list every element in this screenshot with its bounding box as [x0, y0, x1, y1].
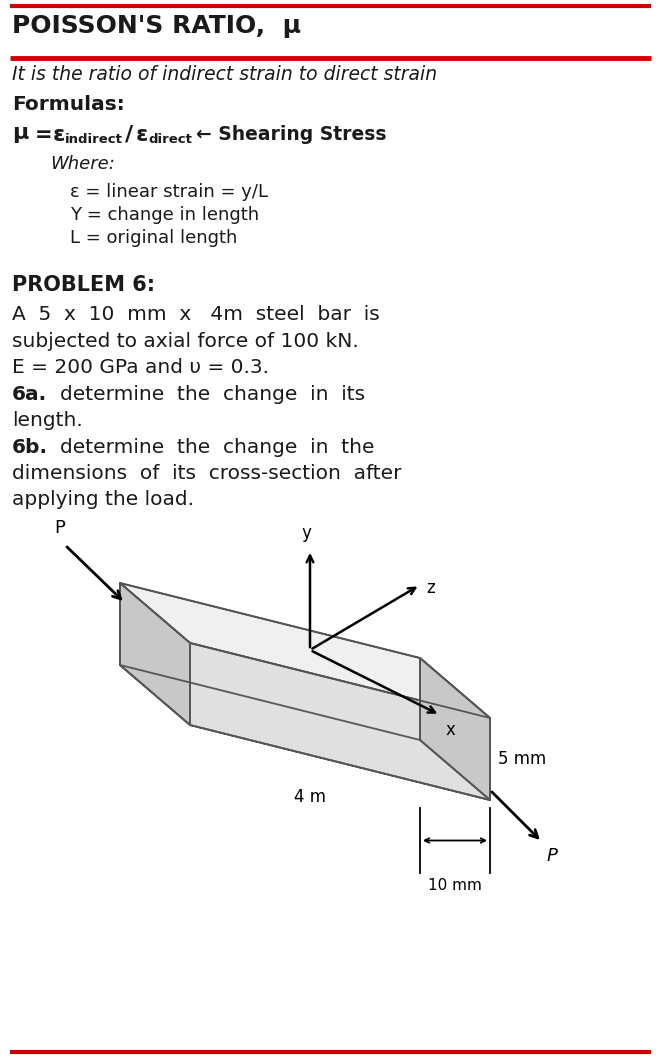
- Text: E = 200 GPa and υ = 0.3.: E = 200 GPa and υ = 0.3.: [12, 358, 269, 377]
- Text: 4 m: 4 m: [294, 788, 326, 806]
- Text: $\mathbf{\varepsilon}$: $\mathbf{\varepsilon}$: [52, 125, 65, 145]
- Text: length.: length.: [12, 411, 83, 430]
- Text: z: z: [426, 579, 435, 597]
- Text: It is the ratio of indirect strain to direct strain: It is the ratio of indirect strain to di…: [12, 65, 437, 84]
- Text: POISSON'S RATIO,  μ: POISSON'S RATIO, μ: [12, 14, 301, 38]
- Text: y: y: [301, 524, 311, 542]
- Text: ε = linear strain = y/L: ε = linear strain = y/L: [70, 183, 268, 201]
- Polygon shape: [120, 665, 490, 800]
- Text: indirect: indirect: [65, 132, 123, 146]
- Polygon shape: [120, 583, 190, 725]
- Text: =: =: [35, 125, 53, 145]
- Text: P: P: [547, 847, 558, 865]
- Text: Where:: Where:: [50, 155, 115, 173]
- Text: $\mathbf{\varepsilon}$: $\mathbf{\varepsilon}$: [135, 125, 148, 145]
- Text: determine  the  change  in  the: determine the change in the: [60, 438, 375, 457]
- Text: 10 mm: 10 mm: [428, 878, 482, 893]
- Text: A  5  x  10  mm  x   4m  steel  bar  is: A 5 x 10 mm x 4m steel bar is: [12, 305, 380, 324]
- Text: 6b.: 6b.: [12, 438, 48, 457]
- Text: $\mathbf{\mu}$: $\mathbf{\mu}$: [12, 125, 30, 145]
- Text: direct: direct: [148, 132, 192, 146]
- Polygon shape: [120, 583, 490, 718]
- Polygon shape: [420, 658, 490, 800]
- Text: L = original length: L = original length: [70, 229, 237, 247]
- Text: PROBLEM 6:: PROBLEM 6:: [12, 275, 155, 295]
- Text: x: x: [446, 721, 456, 739]
- Text: Y = change in length: Y = change in length: [70, 206, 259, 224]
- Text: Formulas:: Formulas:: [12, 95, 125, 114]
- Text: 6a.: 6a.: [12, 385, 47, 404]
- Text: /: /: [125, 125, 133, 145]
- Text: P: P: [55, 519, 65, 537]
- Polygon shape: [190, 643, 490, 800]
- Text: subjected to axial force of 100 kN.: subjected to axial force of 100 kN.: [12, 332, 359, 351]
- Text: 5 mm: 5 mm: [498, 750, 546, 768]
- Text: determine  the  change  in  its: determine the change in its: [60, 385, 365, 404]
- Text: ← Shearing Stress: ← Shearing Stress: [196, 125, 387, 144]
- Text: applying the load.: applying the load.: [12, 490, 194, 509]
- Text: dimensions  of  its  cross-section  after: dimensions of its cross-section after: [12, 464, 401, 483]
